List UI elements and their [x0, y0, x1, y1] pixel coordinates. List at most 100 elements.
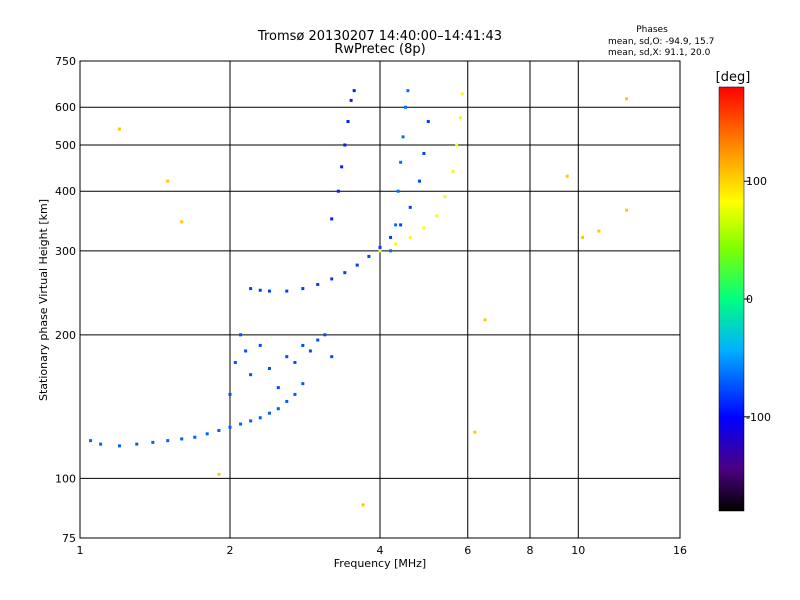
data-point [249, 419, 253, 423]
data-point [285, 355, 289, 359]
data-point [401, 135, 405, 139]
data-point [399, 160, 403, 164]
data-point [117, 127, 121, 131]
data-point [99, 442, 103, 446]
data-point [308, 349, 312, 353]
y-tick-label: 75 [62, 532, 76, 545]
x-axis-ticks: 1 2 4 6 8 10 16 [77, 544, 688, 557]
data-point [276, 407, 280, 411]
y-tick-label: 100 [55, 472, 76, 485]
stats-heading: Phases [636, 25, 668, 35]
colorbar-tick-label: -100 [746, 411, 771, 424]
y-tick-label: 500 [55, 139, 76, 152]
data-point [443, 194, 447, 198]
data-point [330, 277, 334, 281]
x-tick-label: 6 [464, 544, 471, 557]
data-point [205, 432, 209, 436]
data-point [349, 98, 353, 102]
data-point [217, 472, 221, 476]
data-point [403, 105, 407, 109]
data-point [166, 179, 170, 183]
data-point [625, 208, 629, 212]
data-point [394, 223, 398, 227]
data-point [361, 503, 365, 507]
data-point [217, 429, 221, 433]
data-point [323, 333, 327, 337]
data-point [565, 174, 569, 178]
data-point [193, 435, 197, 439]
data-point [625, 97, 629, 101]
data-point [422, 226, 426, 230]
data-point [451, 169, 455, 173]
data-point [166, 439, 170, 443]
y-tick-label: 400 [55, 185, 76, 198]
data-point [301, 343, 305, 347]
data-point [330, 217, 334, 221]
data-point [336, 189, 340, 193]
y-tick-label: 750 [55, 55, 76, 68]
data-point [581, 235, 585, 239]
data-point [458, 116, 462, 120]
data-point [180, 437, 184, 441]
data-point [330, 355, 334, 359]
x-axis-label: Frequency [MHz] [334, 557, 426, 570]
data-point [417, 179, 421, 183]
colorbar [718, 86, 745, 512]
colorbar-tick-label: 100 [746, 175, 767, 188]
data-point [293, 360, 297, 364]
x-tick-label: 1 [77, 544, 84, 557]
chart-title: Tromsø 20130207 14:40:00–14:41:43 [257, 29, 502, 44]
data-point [180, 220, 184, 224]
data-point [285, 399, 289, 403]
data-point [285, 289, 289, 293]
data-point [233, 360, 237, 364]
data-point [435, 214, 439, 218]
data-point [408, 235, 412, 239]
chart-subtitle: RwPretec (8p) [334, 42, 425, 57]
data-point [228, 425, 232, 429]
data-point [367, 254, 371, 258]
x-tick-label: 16 [673, 544, 687, 557]
y-axis-label: Stationary phase Virtual Height [km] [37, 199, 50, 401]
data-point [117, 444, 121, 448]
data-point [597, 229, 601, 233]
data-point [276, 386, 280, 390]
x-tick-label: 2 [227, 544, 234, 557]
data-point [258, 288, 262, 292]
data-point [293, 392, 297, 396]
y-tick-label: 300 [55, 245, 76, 258]
data-point [343, 271, 347, 275]
data-point [378, 249, 382, 253]
data-point [346, 120, 350, 124]
x-tick-label: 4 [377, 544, 384, 557]
data-point [135, 442, 139, 446]
data-point [343, 143, 347, 147]
data-point [89, 439, 93, 443]
data-point [239, 422, 243, 426]
data-point [389, 249, 393, 253]
data-point [408, 205, 412, 209]
data-point [460, 92, 464, 96]
data-point [267, 289, 271, 293]
data-point [316, 282, 320, 286]
data-point [301, 382, 305, 386]
data-points [89, 89, 629, 507]
data-point [473, 430, 477, 434]
data-point [389, 235, 393, 239]
data-point [301, 287, 305, 291]
x-tick-label: 8 [527, 544, 534, 557]
data-point [316, 338, 320, 342]
data-point [422, 151, 426, 155]
data-point [396, 189, 400, 193]
data-point [258, 416, 262, 420]
data-point [406, 89, 410, 93]
stats-line-x: mean, sd,X: 91.1, 20.0 [608, 48, 711, 58]
data-point [258, 343, 262, 347]
y-tick-label: 200 [55, 329, 76, 342]
y-tick-label: 600 [55, 101, 76, 114]
data-point [249, 373, 253, 377]
data-point [455, 143, 459, 147]
data-point [426, 120, 430, 124]
data-point [352, 89, 356, 93]
